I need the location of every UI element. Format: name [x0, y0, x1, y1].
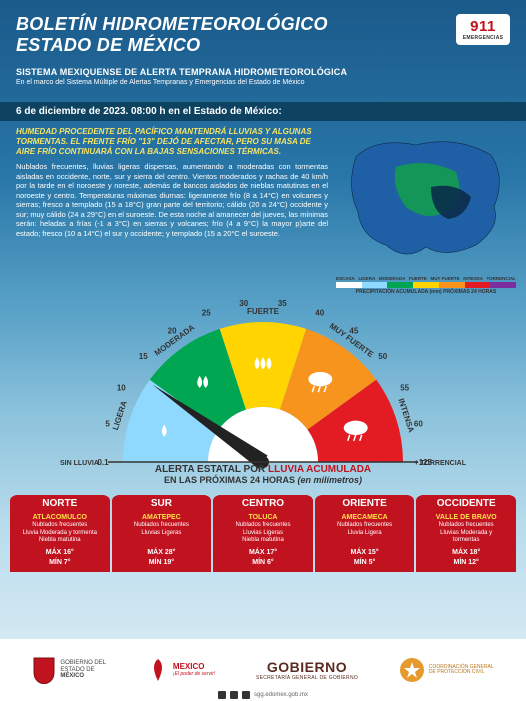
- social-row: sgg.edomex.gob.mx: [218, 691, 308, 699]
- alert-line2: EN LAS PRÓXIMAS 24 HORAS (en milímetros): [0, 475, 526, 485]
- legend-label: MODERADA: [379, 276, 406, 281]
- footer-gov-l3: MÉXICO: [60, 673, 106, 680]
- state-map: ESCASALIGERA MODERADAFUERTEMUY FUERTE INTE…: [336, 127, 516, 295]
- cloud-icon: [344, 421, 368, 435]
- legend-label: TORRENCIAL: [487, 276, 516, 281]
- region-max: MÁX 16°: [10, 549, 110, 556]
- logo-mexico-brand: MEXICO ¡El poder de servir!: [147, 657, 215, 683]
- gauge-tick-value: 15: [139, 352, 148, 361]
- alert-l1-pre: ALERTA ESTATAL POR: [155, 464, 268, 475]
- region-min: MÍN 7°: [10, 559, 110, 566]
- region-card: CENTRO TOLUCA Nublados frecuentesLluvias…: [213, 495, 313, 572]
- footer-site: sgg.edomex.gob.mx: [254, 692, 308, 698]
- alert-l1-highlight: LLUVIA ACUMULADA: [268, 464, 371, 475]
- logo-edomex-shield: GOBIERNO DEL ESTADO DE MÉXICO: [32, 656, 106, 684]
- region-min: MÍN 19°: [112, 559, 212, 566]
- region-city: TOLUCA: [213, 514, 313, 521]
- legend-caption: PRECIPITACIÓN ACUMULADA (mm) PRÓXIMAS 24…: [336, 289, 516, 295]
- map-legend: ESCASALIGERA MODERADAFUERTEMUY FUERTE INTE…: [336, 276, 516, 295]
- region-conditions: Nublados frecuentesLluvias Moderada ytor…: [416, 522, 516, 546]
- rain-gauge: LIGERAMODERADAFUERTEMUY FUERTEINTENSA0.1…: [0, 297, 526, 495]
- legend-swatch: [387, 282, 413, 288]
- region-conditions: Nublados frecuentesLluvia Ligera: [315, 522, 415, 546]
- mexico-tag: ¡El poder de servir!: [173, 672, 215, 678]
- gauge-tick-value: 35: [278, 300, 287, 309]
- region-name: NORTE: [10, 495, 110, 512]
- gauge-tick-value: 45: [349, 327, 358, 336]
- region-max: MÁX 15°: [315, 549, 415, 556]
- cloud-icon: [308, 372, 332, 386]
- region-max: MÁX 18°: [416, 549, 516, 556]
- region-min: MÍN 12°: [416, 559, 516, 566]
- headline: HUMEDAD PROCEDENTE DEL PACÍFICO MANTENDR…: [16, 127, 328, 157]
- gauge-tick-value: 40: [315, 309, 324, 318]
- forecast-body: Nublados frecuentes, lluvias ligeras dis…: [16, 162, 328, 238]
- region-conditions: Nublados frecuentesLluvia Moderada y tor…: [10, 522, 110, 546]
- youtube-icon: [242, 691, 250, 699]
- pc-l2: DE PROTECCIÓN CIVIL: [429, 670, 494, 676]
- timestamp-bar: 6 de diciembre de 2023. 08:00 h en el Es…: [0, 102, 526, 121]
- legend-label: LIGERA: [358, 276, 375, 281]
- legend-swatch: [336, 282, 362, 288]
- region-min: MÍN 5°: [315, 559, 415, 566]
- gauge-category: LIGERA: [111, 400, 129, 432]
- region-card: ORIENTE AMECAMECA Nublados frecuentesLlu…: [315, 495, 415, 572]
- legend-swatch: [413, 282, 439, 288]
- legend-label: ESCASA: [336, 276, 355, 281]
- legend-label: MUY FUERTE: [430, 276, 459, 281]
- x-icon: [218, 691, 226, 699]
- subtitle: SISTEMA MEXIQUENSE DE ALERTA TEMPRANA HI…: [16, 67, 510, 77]
- gauge-tick-value: 5: [105, 420, 110, 429]
- gauge-tick-value: 50: [378, 352, 387, 361]
- legend-swatch: [490, 282, 516, 288]
- logo-proteccion-civil: COORDINACIÓN GENERAL DE PROTECCIÓN CIVIL: [399, 657, 494, 683]
- gauge-category: FUERTE: [247, 307, 280, 316]
- title-line2: ESTADO DE MÉXICO: [16, 35, 510, 56]
- region-city: AMECAMECA: [315, 514, 415, 521]
- emergency-number: 911: [462, 18, 504, 35]
- region-max: MÁX 28°: [112, 549, 212, 556]
- region-name: SUR: [112, 495, 212, 512]
- emergency-badge: 911 EMERGENCIAS: [456, 14, 510, 45]
- title-line1: BOLETÍN HIDROMETEOROLÓGICO: [16, 14, 510, 35]
- region-name: OCCIDENTE: [416, 495, 516, 512]
- region-card: SUR AMATEPEC Nublados frecuentesLluvias …: [112, 495, 212, 572]
- region-card: OCCIDENTE VALLE DE BRAVO Nublados frecue…: [416, 495, 516, 572]
- alert-line1: ALERTA ESTATAL POR LLUVIA ACUMULADA: [0, 464, 526, 475]
- footer: GOBIERNO DEL ESTADO DE MÉXICO MEXICO ¡El…: [0, 639, 526, 701]
- alert-l2-pre: EN LAS PRÓXIMAS 24 HORAS: [164, 475, 298, 485]
- gauge-tick-value: 55: [400, 384, 409, 393]
- region-conditions: Nublados frecuentesLluvias Ligeras: [112, 522, 212, 546]
- region-name: ORIENTE: [315, 495, 415, 512]
- gov-sub: SECRETARÍA GENERAL DE GOBIERNO: [256, 675, 358, 681]
- region-conditions: Nublados frecuentesLluvias LigerasNiebla…: [213, 522, 313, 546]
- gauge-tick-value: 10: [117, 384, 126, 393]
- gov-word: GOBIERNO: [256, 659, 358, 675]
- legend-label: FUERTE: [409, 276, 427, 281]
- region-city: VALLE DE BRAVO: [416, 514, 516, 521]
- gauge-tick-value: 20: [168, 327, 177, 336]
- region-city: AMATEPEC: [112, 514, 212, 521]
- legend-swatch: [362, 282, 388, 288]
- emergency-label: EMERGENCIAS: [462, 35, 504, 41]
- gobierno-wordmark: GOBIERNO SECRETARÍA GENERAL DE GOBIERNO: [256, 659, 358, 681]
- region-max: MÁX 17°: [213, 549, 313, 556]
- legend-label: INTENSA: [463, 276, 483, 281]
- gauge-tick-value: 60: [414, 420, 423, 429]
- legend-swatch: [465, 282, 491, 288]
- region-name: CENTRO: [213, 495, 313, 512]
- region-card: NORTE ATLACOMULCO Nublados frecuentesLlu…: [10, 495, 110, 572]
- footer-gov-l1: GOBIERNO DEL: [60, 660, 106, 667]
- facebook-icon: [230, 691, 238, 699]
- region-min: MÍN 6°: [213, 559, 313, 566]
- region-city: ATLACOMULCO: [10, 514, 110, 521]
- legend-swatch: [439, 282, 465, 288]
- subtitle-detail: En el marco del Sistema Múltiple de Aler…: [16, 79, 510, 86]
- gauge-tick-value: 30: [239, 300, 248, 309]
- alert-l2-em: (en milímetros): [298, 475, 363, 485]
- gauge-tick-value: 25: [202, 309, 211, 318]
